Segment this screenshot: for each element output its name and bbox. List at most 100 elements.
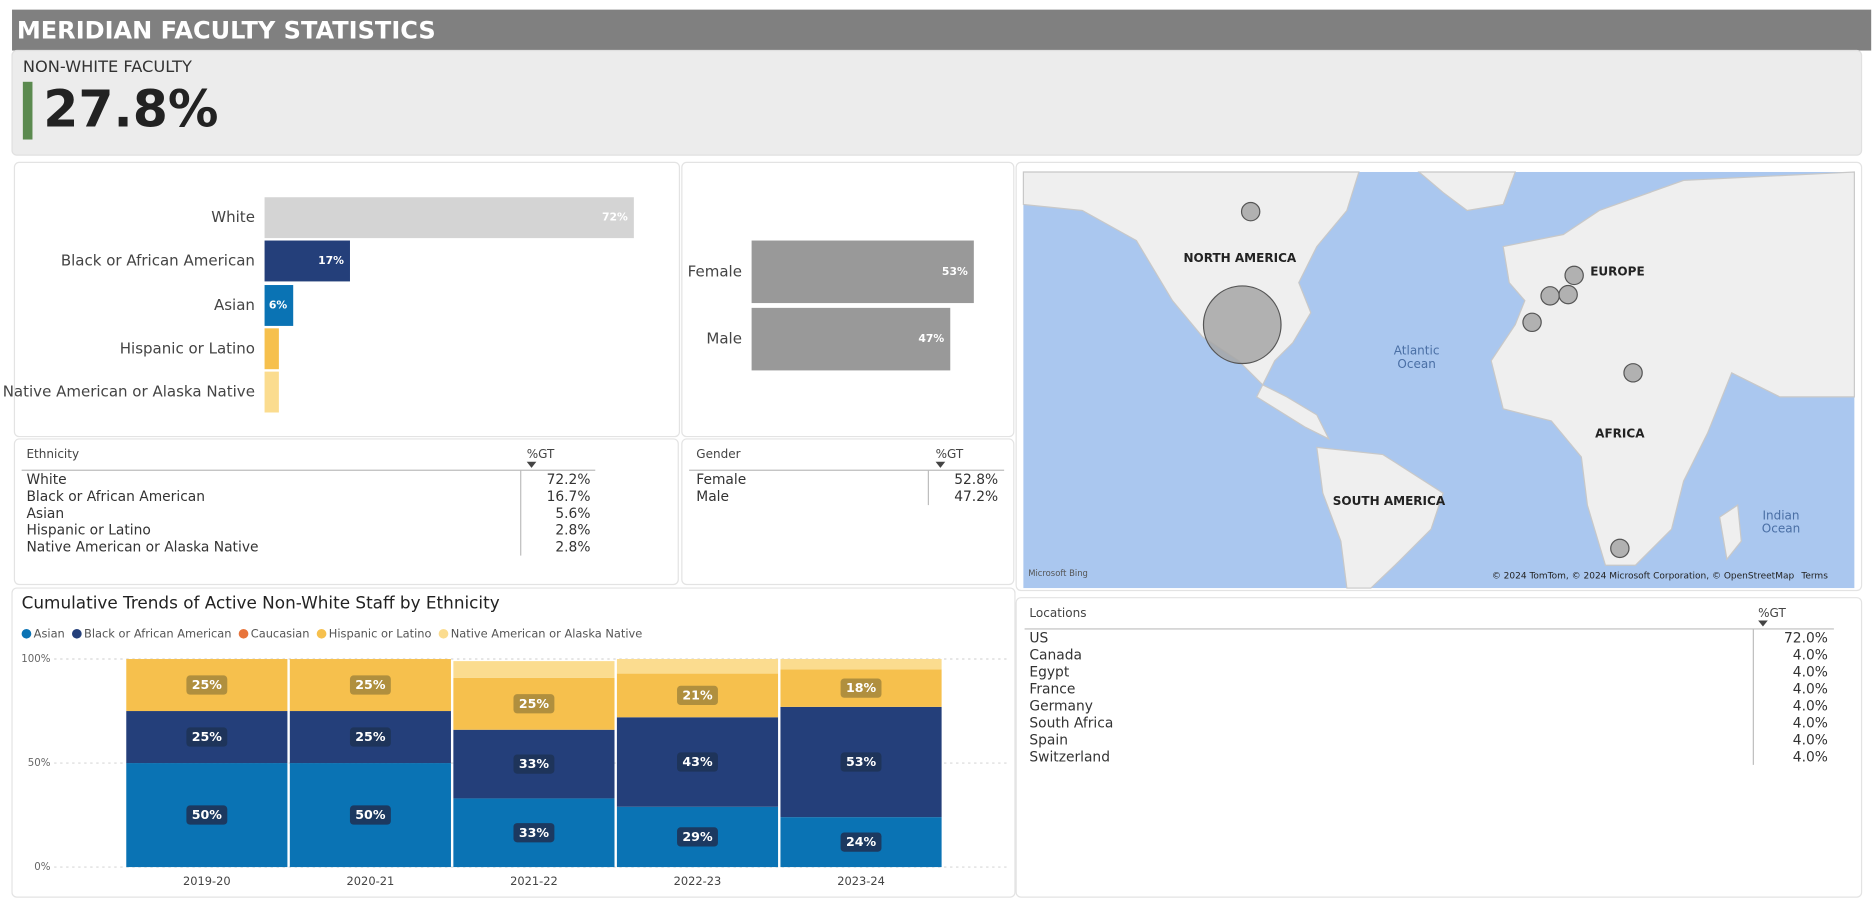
bar: [264, 197, 634, 239]
gender-table-panel: [681, 438, 1015, 586]
data-label: 53%: [846, 754, 877, 769]
data-label-background: [349, 675, 391, 695]
kpi-panel: [11, 49, 1863, 156]
data-label: 25%: [355, 729, 386, 744]
data-label-background: [840, 832, 882, 852]
table-cell: Spain: [1029, 732, 1068, 748]
data-label-background: [349, 805, 391, 825]
table-header[interactable]: %GT: [936, 447, 964, 461]
bar: [264, 285, 294, 326]
table-header[interactable]: Gender: [696, 447, 740, 461]
table-cell: 52.8%: [954, 472, 998, 488]
table-cell: 2.8%: [555, 523, 590, 539]
sort-indicator: [935, 461, 946, 468]
table-cell: 4.0%: [1793, 664, 1828, 680]
data-label: 25%: [192, 729, 223, 744]
table-cell: 72.0%: [1784, 631, 1828, 647]
table-cell: South Africa: [1029, 715, 1113, 731]
ocean-label: Ocean: [1397, 357, 1435, 371]
data-label-background: [186, 727, 228, 747]
table-cell: 4.0%: [1793, 698, 1828, 714]
table-cell: 4.0%: [1793, 732, 1828, 748]
map-region-label: NORTH AMERICA: [1183, 251, 1296, 265]
kpi-value: 27.8%: [43, 80, 218, 139]
map-attribution: © 2024 TomTom, © 2024 Microsoft Corporat…: [1492, 572, 1795, 582]
table-cell: 4.0%: [1793, 715, 1828, 731]
kpi-accent: [22, 81, 33, 140]
table-cell: Black or African American: [26, 489, 205, 505]
data-label: 33%: [519, 756, 550, 771]
data-label: 25%: [192, 677, 223, 692]
table-header[interactable]: Locations: [1029, 606, 1086, 620]
table-cell: 4.0%: [1793, 648, 1828, 664]
sort-indicator: [526, 461, 537, 468]
map-region-label: AFRICA: [1595, 427, 1645, 441]
table-cell: 47.2%: [954, 489, 998, 505]
table-cell: US: [1029, 631, 1048, 647]
data-label: 6%: [269, 298, 288, 311]
legend-swatch: [316, 628, 327, 639]
legend-swatch: [238, 628, 249, 639]
data-label-background: [677, 827, 718, 847]
table-cell: 16.7%: [547, 489, 591, 505]
data-label: 53%: [942, 265, 968, 278]
legend-label: Native American or Alaska Native: [451, 626, 643, 640]
data-label-background: [677, 752, 718, 772]
bar: [264, 371, 279, 413]
data-label: 47%: [918, 332, 944, 345]
map-terms[interactable]: Terms: [1800, 572, 1828, 582]
category-label: Native American or Alaska Native: [3, 383, 255, 401]
legend-label: Caucasian: [251, 626, 310, 640]
data-label-background: [513, 823, 555, 843]
data-label-background: [186, 805, 228, 825]
legend-label: Black or African American: [84, 626, 231, 640]
land-greenland: [1417, 171, 1517, 212]
bar-segment: [780, 659, 942, 670]
location-bubble: [1522, 312, 1542, 333]
bar: [751, 307, 951, 371]
kpi-label: NON-WHITE FACULTY: [23, 57, 192, 76]
table-header[interactable]: %GT: [1758, 606, 1786, 620]
y-tick-label: 0%: [34, 862, 51, 873]
x-tick-label: 2022-23: [674, 874, 722, 888]
table-cell: 72.2%: [547, 472, 591, 488]
data-label: 43%: [682, 754, 713, 769]
bar: [264, 240, 350, 282]
data-label-background: [840, 752, 882, 772]
chart-title: Cumulative Trends of Active Non-White St…: [22, 593, 500, 613]
land-north-america: [1022, 171, 1360, 441]
x-tick-label: 2020-21: [347, 874, 395, 888]
table-cell: Male: [696, 489, 729, 505]
legend-label: Hispanic or Latino: [329, 626, 432, 640]
data-label: 25%: [519, 696, 550, 711]
table-header[interactable]: Ethnicity: [26, 447, 79, 461]
header-bar: [12, 9, 1872, 51]
category-label: White: [211, 208, 255, 226]
table-cell: 2.8%: [555, 540, 590, 556]
data-label-background: [513, 754, 555, 774]
table-cell: France: [1029, 681, 1075, 697]
table-cell: 4.0%: [1793, 681, 1828, 697]
data-label: 17%: [318, 254, 344, 267]
location-bubble: [1610, 538, 1630, 559]
legend-swatch: [72, 628, 82, 639]
table-cell: Native American or Alaska Native: [26, 540, 258, 556]
table-cell: Female: [696, 472, 746, 488]
map: NORTH AMERICA EUROPE AFRICA SOUTH AMERIC…: [1022, 171, 1855, 589]
land-madagascar: [1719, 504, 1742, 561]
bar: [751, 240, 974, 304]
table-header[interactable]: %GT: [527, 447, 555, 461]
data-label-background: [840, 678, 882, 698]
location-bubble: [1558, 284, 1578, 305]
legend-swatch: [438, 628, 449, 639]
x-tick-label: 2019-20: [183, 874, 231, 888]
data-label: 29%: [682, 829, 713, 844]
bar-segment: [616, 659, 779, 674]
map-provider: Microsoft Bing: [1028, 568, 1088, 578]
ocean-label: Indian: [1762, 508, 1799, 522]
table-cell: Hispanic or Latino: [26, 523, 150, 539]
bar-segment: [453, 661, 615, 678]
bar: [264, 328, 279, 370]
